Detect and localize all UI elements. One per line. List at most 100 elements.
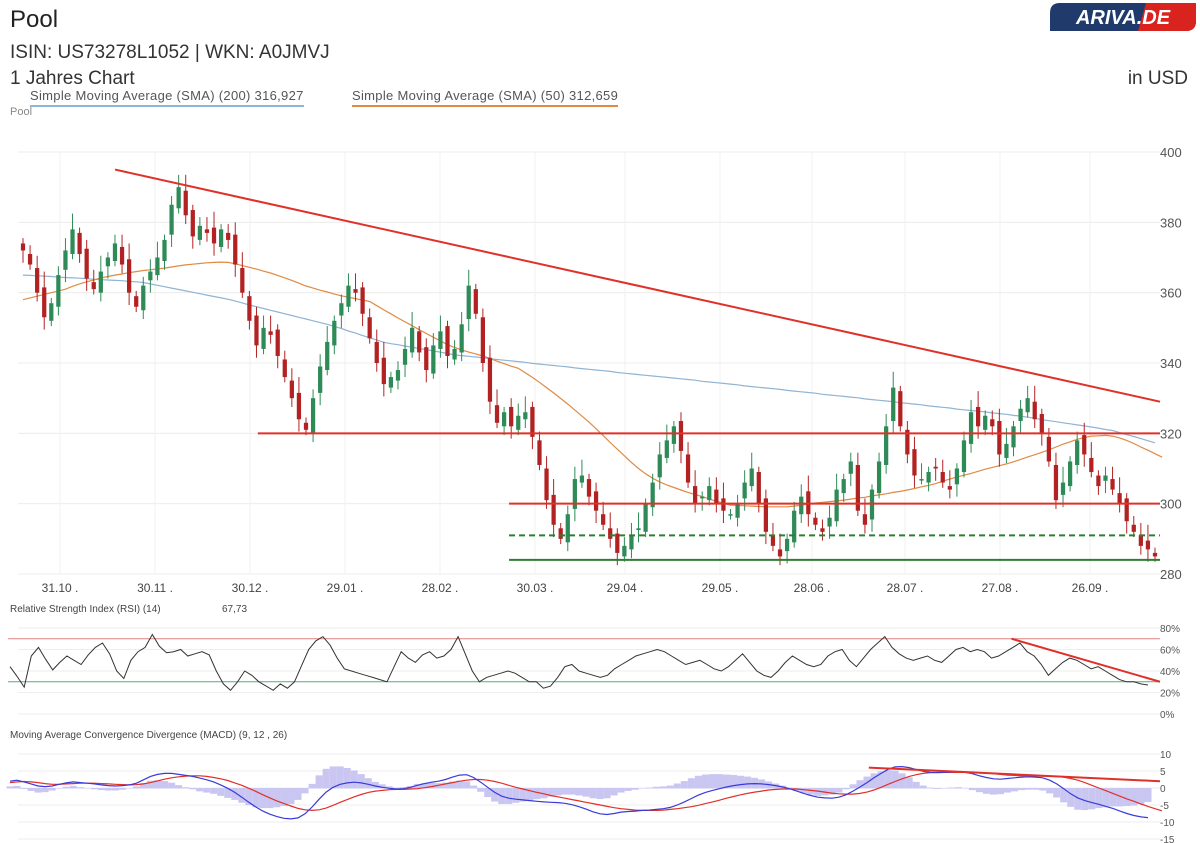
candle-body (480, 317, 485, 363)
macd-histogram-bar (505, 788, 513, 805)
macd-histogram-bar (1123, 788, 1131, 807)
candle-body (855, 464, 860, 511)
candle (685, 442, 691, 488)
macd-tick-label: -15 (1160, 835, 1175, 843)
macd-panel[interactable]: Moving Average Convergence Divergence (M… (0, 724, 1200, 843)
candle-body (643, 503, 648, 532)
macd-histogram-bar (336, 766, 344, 789)
candle-body (622, 545, 627, 557)
candle (141, 276, 146, 320)
candle (792, 501, 797, 548)
candle-body (990, 419, 995, 427)
macd-histogram-bar (41, 788, 49, 793)
macd-histogram-bar (631, 788, 639, 790)
rsi-line (9, 633, 1149, 692)
candle (204, 217, 210, 242)
rsi-trendline (1011, 637, 1161, 683)
candle (1096, 470, 1101, 495)
candle (919, 463, 924, 485)
candle-body (402, 348, 408, 365)
candle (445, 320, 450, 369)
candle (162, 234, 167, 270)
rsi-panel[interactable]: Relative Strength Index (RSI) (14) 67,73… (0, 598, 1200, 718)
candle (579, 459, 585, 488)
candle-body (56, 275, 61, 307)
candle-body (303, 422, 309, 430)
macd-histogram-bar (856, 780, 864, 789)
macd-histogram-bar (175, 785, 183, 789)
candle-body (1011, 426, 1016, 448)
macd-histogram-bar (111, 788, 119, 791)
candle-body (593, 491, 599, 511)
rsi-tick-label: 20% (1160, 689, 1180, 700)
rsi-grid (18, 627, 1160, 715)
price-chart[interactable]: 400 380 360 340 320 300 280 31.10 . 30.11 . 30.1… (0, 110, 1200, 598)
macd-histogram-bar (329, 766, 337, 789)
candle-body (339, 303, 344, 316)
candle (183, 174, 188, 225)
candle-body (134, 296, 139, 307)
candle (466, 269, 471, 332)
rsi-levels (8, 638, 1160, 683)
macd-histogram-bar (442, 782, 450, 789)
macd-histogram-bar (189, 788, 197, 790)
macd-histogram-bar (519, 788, 527, 802)
candle-body (728, 514, 733, 516)
candle-body (162, 239, 167, 262)
candle-body (1082, 435, 1087, 455)
candle-body (707, 486, 712, 501)
candle (976, 391, 981, 439)
candle-body (516, 415, 521, 430)
macd-histogram-bar (968, 788, 976, 791)
macd-histogram-bar (694, 775, 702, 789)
candle (155, 241, 160, 281)
macd-histogram-bar (561, 788, 569, 795)
candle-body (997, 421, 1002, 455)
candle-body (735, 503, 740, 518)
candle (360, 282, 365, 327)
candle (551, 479, 556, 538)
candle-body (1025, 398, 1030, 413)
macd-histogram-bar (420, 783, 428, 789)
candle-body (424, 347, 429, 371)
candle (763, 489, 768, 545)
macd-histogram-bar (259, 788, 267, 809)
candle (268, 315, 273, 344)
candle (218, 224, 224, 253)
macd-histogram-bar (1102, 788, 1110, 808)
candle (42, 271, 47, 330)
candle-body (537, 440, 542, 465)
candle-body (119, 246, 125, 265)
macd-histogram-bar (161, 781, 169, 789)
candle (586, 473, 592, 506)
macd-histogram-bar (645, 787, 653, 789)
macd-histogram-bar (1144, 788, 1152, 802)
candle (1082, 422, 1087, 467)
candle-body (1131, 524, 1136, 532)
x-tick-label: 31.10 . (42, 581, 79, 595)
candle (459, 312, 464, 362)
legend-sma200[interactable]: Simple Moving Average (SMA) (200) 316,92… (30, 88, 304, 107)
candle-body (35, 268, 40, 293)
candle-body (678, 421, 684, 451)
candle-body (501, 412, 507, 427)
x-tick-label: 29.04 . (607, 581, 644, 595)
candle-body (353, 289, 358, 293)
macd-histogram-bar (378, 784, 386, 789)
candle (431, 333, 436, 379)
legend-sma50[interactable]: Simple Moving Average (SMA) (50) 312,659 (352, 88, 619, 107)
candle-body (693, 486, 698, 504)
candle-body (374, 341, 379, 363)
candle-body (169, 204, 174, 235)
macd-histogram-bar (835, 788, 843, 793)
candle (353, 273, 358, 302)
macd-histogram-bar (1067, 788, 1075, 807)
macd-histogram-bar (828, 788, 836, 795)
macd-histogram-bar (744, 776, 752, 789)
macd-histogram-bar (427, 782, 435, 789)
candle (983, 410, 988, 436)
candle (226, 224, 231, 249)
candle (756, 466, 761, 513)
ariva-logo[interactable]: ARIVA.DE (1050, 3, 1196, 31)
candle (254, 306, 259, 358)
